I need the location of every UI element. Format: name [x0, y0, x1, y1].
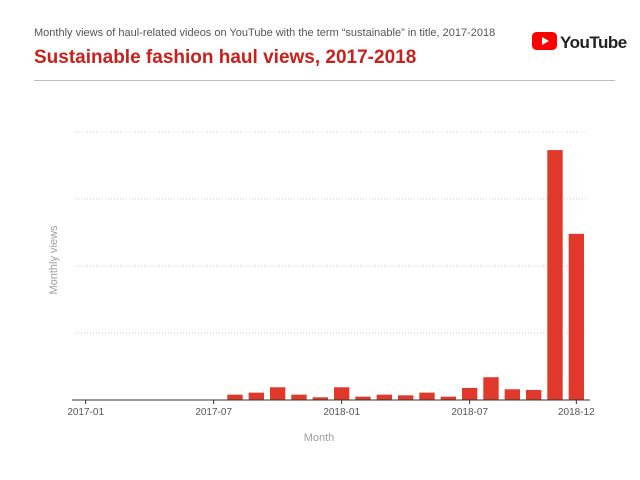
bar-2018-12 [568, 233, 585, 400]
bar-2017-11 [291, 394, 307, 400]
bar-2018-10 [525, 389, 542, 400]
x-tick-label-2017-07: 2017-07 [195, 407, 232, 418]
bar-2018-08 [483, 377, 499, 400]
bar-2018-06 [440, 396, 457, 400]
x-tick-label-2018-07: 2018-07 [451, 407, 488, 418]
x-axis-ticks: 2017-01 2017-07 2018-01 2018-07 2018-12 [67, 400, 595, 418]
x-axis-label: Month [304, 432, 335, 444]
bar-2018-04 [397, 395, 414, 400]
bar-2018-02 [355, 396, 371, 400]
x-tick-label-2018-12: 2018-12 [558, 407, 595, 418]
bar-2017-09 [248, 392, 265, 400]
x-tick-label-2017-01: 2017-01 [67, 407, 104, 418]
youtube-play-icon [532, 31, 557, 55]
x-tick-label-2018-01: 2018-01 [323, 407, 360, 418]
gridlines [75, 131, 587, 334]
bar-2018-11 [547, 150, 563, 400]
bar-2018-09 [504, 389, 521, 400]
bars [227, 150, 585, 400]
bar-2018-03 [376, 394, 393, 400]
chart-title: Sustainable fashion haul views, 2017-201… [34, 47, 417, 68]
y-axis-label: Monthly views [48, 225, 60, 295]
bar-2018-05 [419, 392, 435, 400]
bar-2017-12 [312, 397, 329, 400]
youtube-logo: YouTube [532, 31, 627, 55]
bar-2018-01 [333, 387, 350, 400]
chart-subtitle: Monthly views of haul-related videos on … [34, 27, 496, 39]
youtube-logo-text: YouTube [560, 33, 627, 52]
bar-2017-10 [269, 387, 286, 400]
bar-2018-07 [461, 387, 478, 400]
bar-2017-08 [227, 394, 243, 400]
header-divider [34, 80, 615, 81]
